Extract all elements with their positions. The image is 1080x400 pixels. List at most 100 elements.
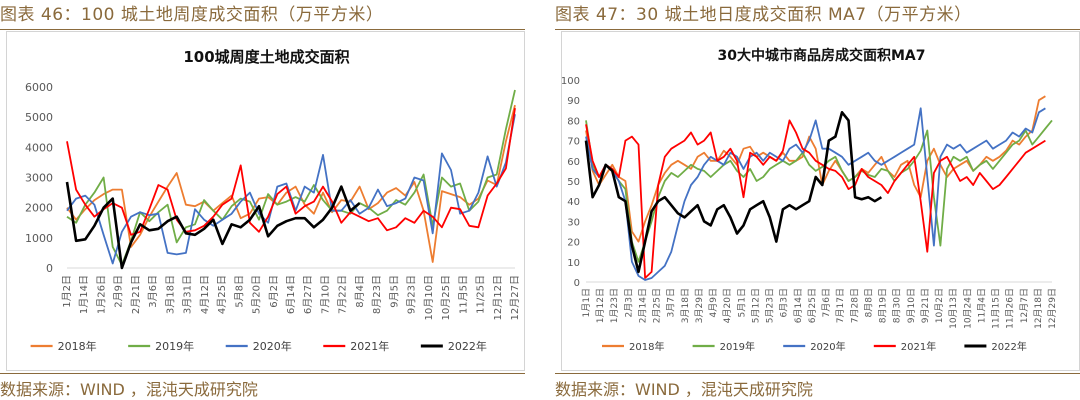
legend-item: 2022年 [420, 339, 487, 353]
legend-label: 2018年 [629, 340, 664, 353]
x-tick-label: 6月25日 [807, 288, 818, 323]
y-tick-label: 100 [562, 76, 580, 87]
housing-ma7-chart: 30大中城市商品房成交面积MA7 0 10 20 30 40 50 60 70 80 90 100 1月… [562, 47, 1058, 353]
series-line-2018年 [66, 104, 516, 263]
legend-label: 2021年 [350, 339, 389, 353]
legend-item: 2020年 [225, 339, 292, 353]
legend-label: 2020年 [810, 340, 845, 353]
source-note: 数据来源：WIND ，混沌天成研究院 [555, 380, 813, 399]
figure-panel-46: 图表 46：100 城土地周度成交面积（万平方米） 100城周度土地成交面积 0 1… [0, 0, 525, 400]
x-tick-label: 7月22日 [337, 275, 349, 314]
x-tick-label: 11月5日 [457, 275, 469, 314]
legend-item: 2019年 [692, 340, 755, 353]
legend-label: 2019年 [155, 339, 194, 353]
x-tick-label: 11月4日 [976, 288, 987, 323]
x-tick-label: 2月21日 [130, 275, 142, 314]
chart-frame: 100城周度土地成交面积 0 1000 2000 3000 4000 5000 6000 1月2… [6, 31, 525, 371]
x-tick-label: 7月17日 [835, 288, 846, 323]
y-tick-label: 80 [567, 116, 580, 127]
series-line-2019年 [585, 119, 1053, 263]
x-tick-label: 4月12日 [199, 275, 211, 314]
series-line-2020年 [585, 107, 1046, 281]
x-tick-label: 1月12日 [595, 288, 606, 323]
legend-item: 2021年 [873, 340, 936, 353]
x-tick-label: 12月27日 [509, 275, 521, 320]
y-tick-label: 1000 [25, 232, 53, 245]
x-tick-label: 7月6日 [821, 288, 832, 317]
x-tick-label: 1月14日 [78, 275, 90, 314]
x-tick-label: 3月29日 [694, 288, 705, 323]
x-tick-label: 5月1日 [736, 288, 747, 317]
x-tick-label: 8月19日 [878, 288, 889, 323]
x-tick-label: 11月26日 [1005, 288, 1016, 329]
x-tick-label: 10月2日 [934, 288, 945, 323]
y-tick-label: 50 [567, 177, 580, 188]
x-tick-label: 11/25日 [476, 275, 487, 314]
legend-label: 2018年 [58, 339, 97, 353]
x-tick-label: 1月2日 [61, 275, 73, 308]
legend-label: 2021年 [901, 340, 936, 353]
series-line-2018年 [585, 95, 1046, 243]
x-tick-label: 9月21日 [920, 288, 931, 323]
x-tick-label: 5月20日 [251, 275, 263, 314]
legend-label: 2020年 [253, 339, 292, 353]
x-tick-label: 1月26日 [95, 275, 107, 314]
x-tick-label: 8月23日 [371, 275, 383, 314]
x-tick-label: 10月13日 [948, 288, 959, 329]
figure-caption: 图表 46：100 城土地周度成交面积（万平方米） [0, 5, 384, 25]
x-tick-label: 8月30日 [892, 288, 903, 323]
x-tick-label: 7月28日 [849, 288, 860, 323]
x-tick-label: 6月14日 [285, 275, 297, 314]
x-tick-label: 2月9日 [113, 275, 125, 308]
y-tick-label: 20 [567, 238, 580, 249]
y-tick-label: 5000 [25, 111, 53, 124]
x-tick-label: 2月3日 [623, 288, 634, 317]
x-tick-label: 12月12日 [492, 275, 504, 320]
x-tick-label: 6月2日 [268, 275, 280, 308]
x-tick-label: 1月1日 [581, 288, 592, 317]
x-tick-label: 6月3日 [779, 288, 790, 317]
y-tick-label: 10 [567, 258, 580, 269]
chart-frame: 30大中城市商品房成交面积MA7 0 10 20 30 40 50 60 70 80 90 100 1月… [561, 31, 1080, 371]
source-divider [555, 373, 1080, 374]
legend-label: 2022年 [991, 340, 1026, 353]
x-tick-label: 11月15日 [991, 288, 1002, 329]
y-tick-label: 4000 [25, 141, 53, 154]
x-tick-label: 12月7日 [1019, 288, 1030, 323]
y-tick-label: 40 [567, 197, 580, 208]
y-tick-label: 0 [46, 262, 53, 275]
x-tick-label: 12月29日 [1047, 288, 1058, 329]
series-line-2020年 [66, 114, 516, 265]
source-divider [0, 373, 525, 374]
land-weekly-chart: 100城周度土地成交面积 0 1000 2000 3000 4000 5000 6000 1月2… [25, 48, 521, 353]
source-note: 数据来源：WIND ，混沌天成研究院 [0, 380, 258, 399]
legend-item: 2022年 [964, 340, 1027, 353]
legend-item: 2018年 [30, 339, 97, 353]
series-line-2022年 [65, 181, 361, 270]
y-tick-label: 30 [567, 217, 580, 228]
series-line-2022年 [584, 111, 883, 274]
chart-title: 30大中城市商品房成交面积MA7 [718, 47, 926, 64]
x-tick-label: 5月23日 [765, 288, 776, 323]
x-tick-label: 6月27日 [302, 275, 314, 314]
x-tick-label: 12月18日 [1033, 288, 1044, 329]
x-tick-label: 4月25日 [216, 275, 228, 314]
x-tick-label: 3月7日 [666, 288, 677, 317]
y-tick-label: 3000 [25, 172, 53, 185]
x-tick-label: 8月8日 [863, 288, 874, 317]
x-tick-label: 10月10日 [423, 275, 435, 320]
x-tick-label: 1月23日 [609, 288, 620, 323]
legend-item: 2021年 [323, 339, 389, 353]
x-tick-label: 9月5日 [388, 275, 400, 308]
y-tick-label: 2000 [25, 202, 53, 215]
legend-item: 2019年 [128, 339, 194, 353]
figure-panel-47: 图表 47：30 城土地日度成交面积 MA7（万平方米） 30大中城市商品房成交… [555, 0, 1080, 400]
caption-divider [0, 29, 525, 30]
x-tick-label: 8月4日 [354, 275, 366, 308]
x-tick-label: 9月23日 [406, 275, 418, 314]
y-tick-label: 90 [567, 96, 580, 107]
x-tick-label: 4月20日 [722, 288, 733, 323]
x-tick-label: 5月8日 [233, 275, 245, 308]
series-line-2021年 [585, 119, 1046, 279]
x-tick-label: 10月25日 [440, 275, 452, 320]
